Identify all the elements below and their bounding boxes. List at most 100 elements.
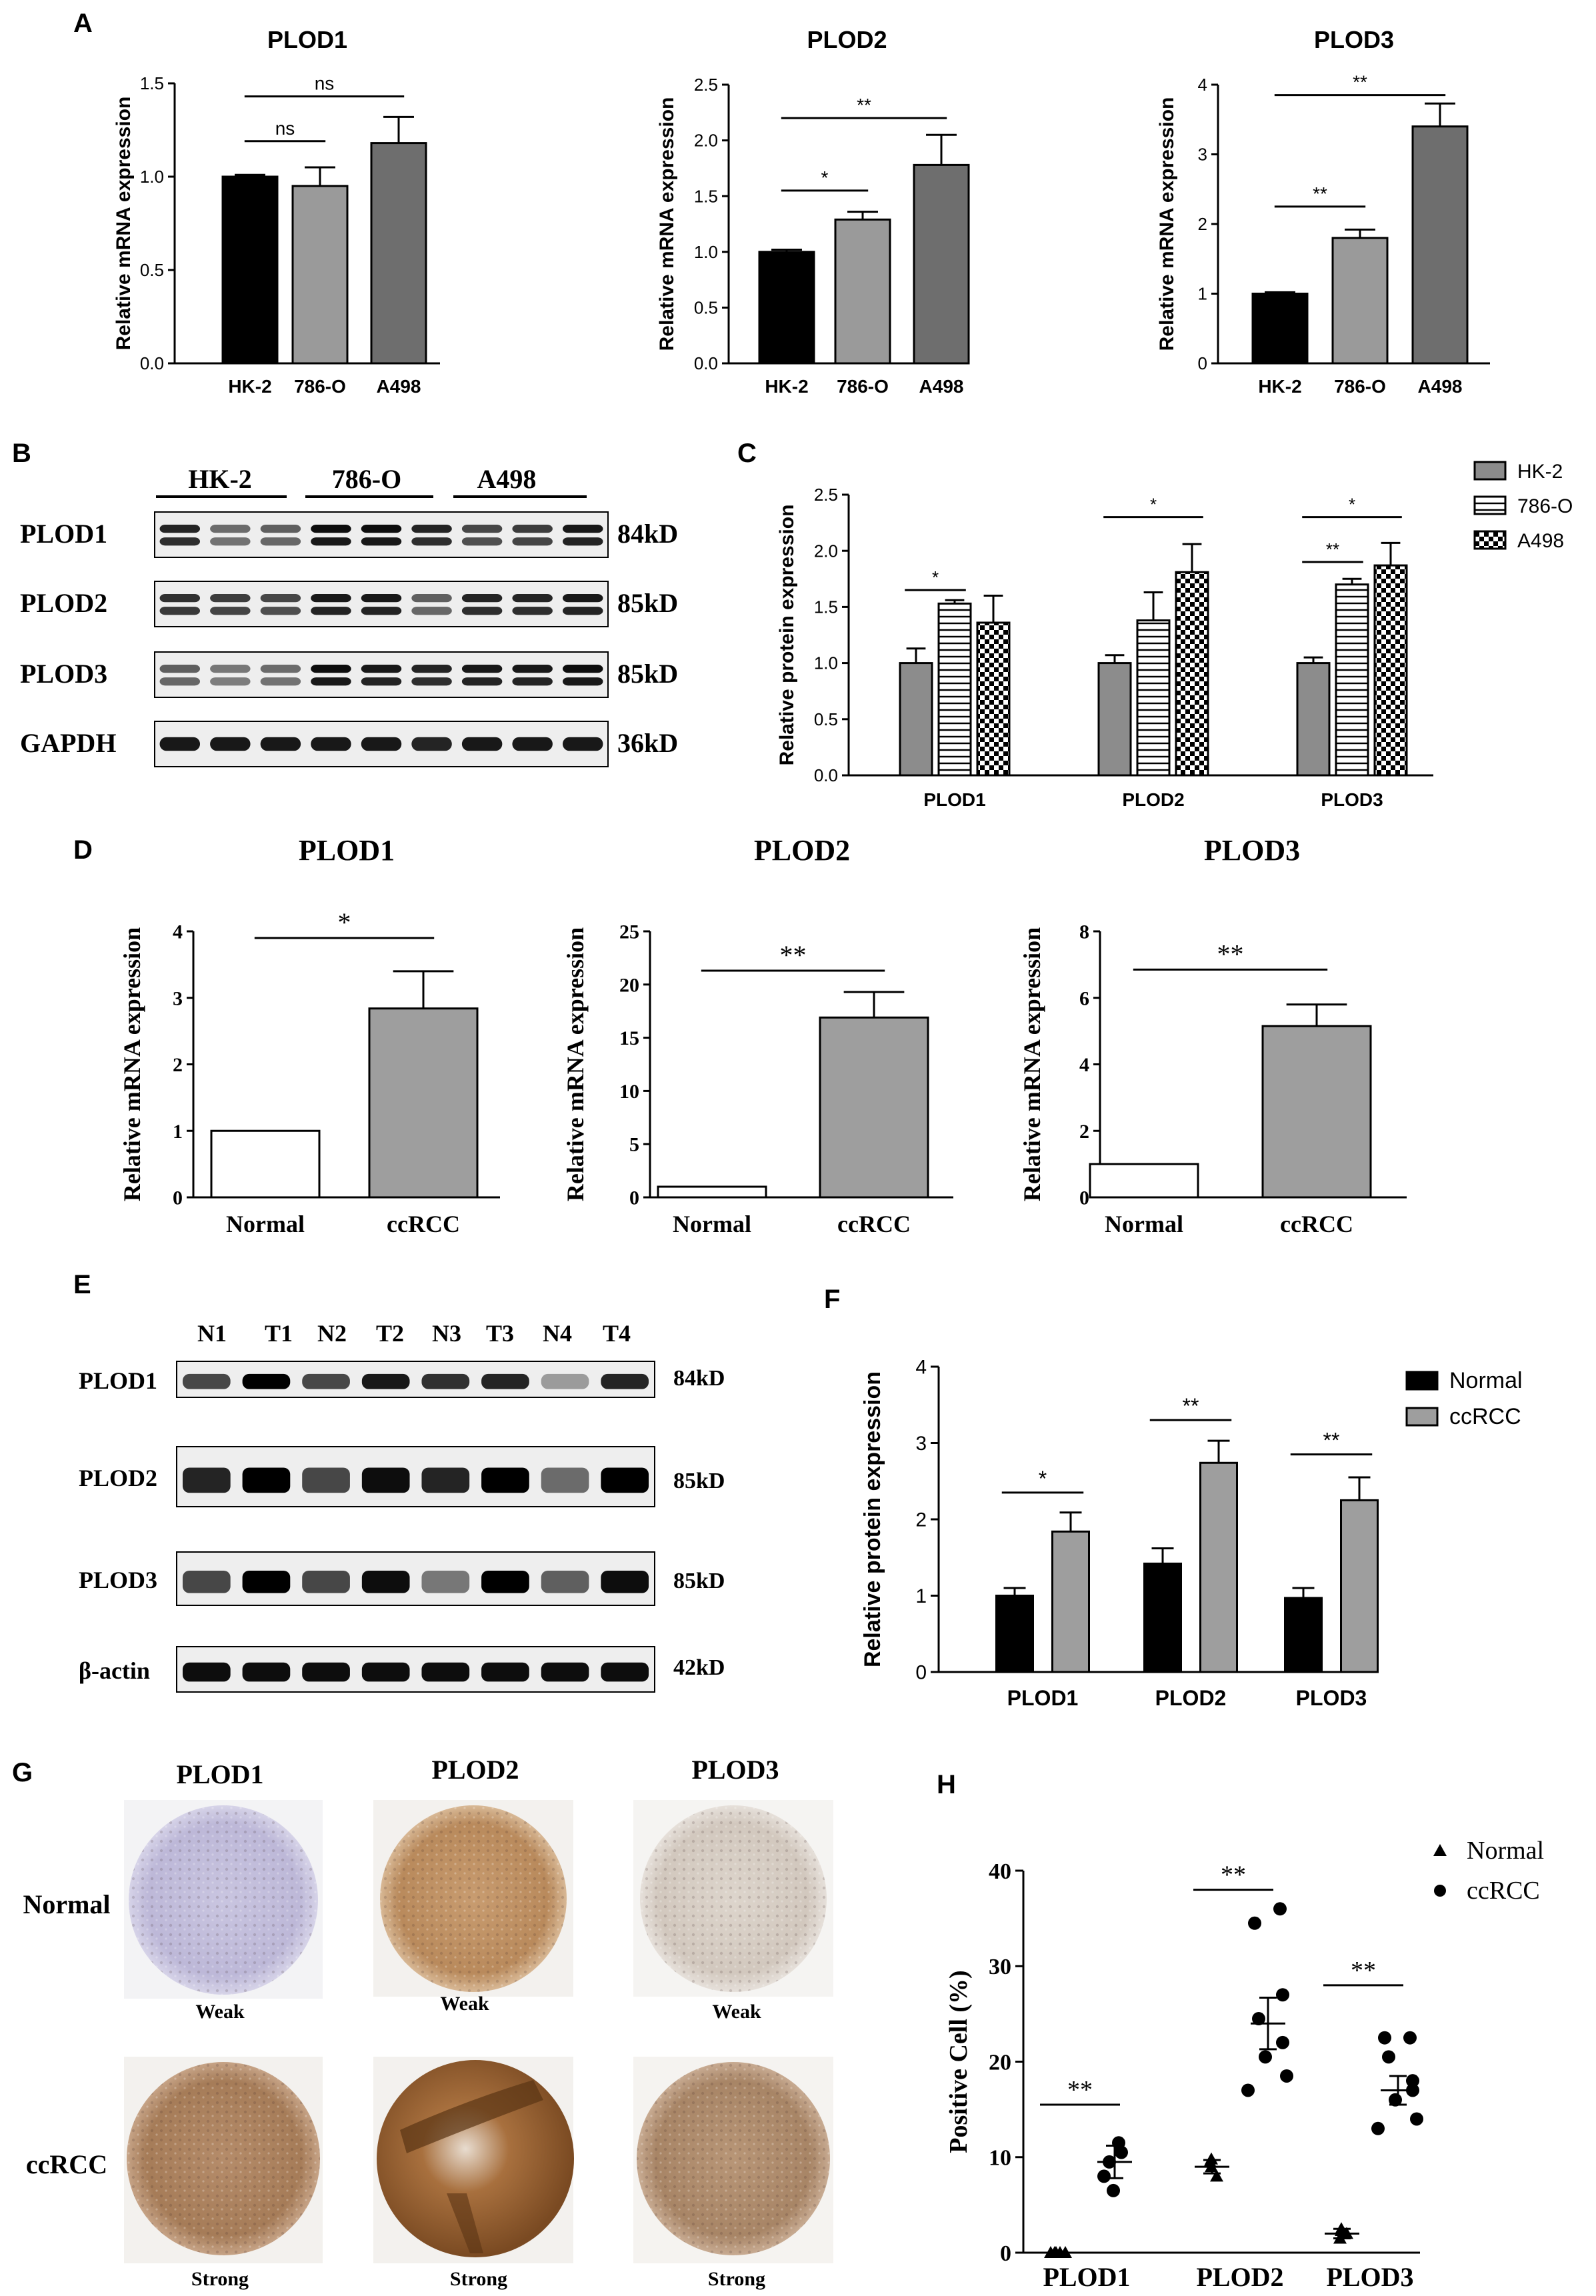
legend-marker xyxy=(1433,1844,1447,1856)
y-tick-label: 2 xyxy=(915,1509,927,1531)
significance-label: ** xyxy=(1221,1861,1246,1889)
ihc-caption-normal-plod2: Weak xyxy=(440,1993,489,2015)
blot-band xyxy=(361,1467,410,1493)
blot-band xyxy=(361,525,402,533)
significance-label: * xyxy=(338,907,351,937)
x-tick-label: HK-2 xyxy=(1258,376,1301,397)
legend-label: ccRCC xyxy=(1467,1877,1540,1905)
y-tick-label: 1 xyxy=(915,1585,927,1607)
blot-band xyxy=(302,1373,350,1389)
y-tick-label: 2 xyxy=(173,1054,183,1076)
bar xyxy=(995,1595,1034,1673)
ihc-caption-ccrcc-plod1: Strong xyxy=(191,2268,249,2290)
panel-letter-d: D xyxy=(73,835,93,865)
data-point xyxy=(1210,2169,1223,2182)
y-tick-label: 1.0 xyxy=(694,242,718,262)
y-axis-label: Relative mRNA expression xyxy=(119,927,145,1201)
chart-d1: 0 1 2 3 4 Relative mRNA expression PLOD1 Normal… xyxy=(119,834,500,1237)
blot-band xyxy=(159,737,200,751)
x-tick-label: PLOD2 xyxy=(1196,2262,1283,2292)
blot-e-lane-label: T3 xyxy=(486,1320,514,1347)
legend-label: A498 xyxy=(1517,530,1564,552)
bar xyxy=(976,621,1011,777)
blot-band xyxy=(210,737,251,751)
blot-band xyxy=(182,1373,231,1389)
ihc-row-ccrcc: ccRCC xyxy=(26,2149,107,2179)
blot-band xyxy=(361,665,402,673)
blot-band xyxy=(601,1467,649,1493)
blot-band xyxy=(311,525,351,533)
blot-band xyxy=(260,594,301,603)
bar xyxy=(1296,662,1331,777)
y-tick-label: 0.0 xyxy=(814,765,838,785)
bar xyxy=(1143,1562,1182,1673)
data-point xyxy=(1410,2112,1423,2126)
blot-band xyxy=(541,1373,589,1389)
blot-band xyxy=(601,1662,649,1682)
blot-band xyxy=(563,665,603,673)
blot-band xyxy=(182,1571,231,1593)
panel-letter-f: F xyxy=(824,1285,840,1314)
x-tick-label: Normal xyxy=(1105,1211,1183,1237)
blot-band xyxy=(563,677,603,686)
blot-band xyxy=(461,737,503,751)
bar xyxy=(1284,1597,1323,1673)
blot-band xyxy=(512,665,553,673)
x-tick-label: PLOD1 xyxy=(1007,1686,1079,1710)
significance-label: ** xyxy=(857,95,871,115)
x-tick-label: PLOD1 xyxy=(923,789,985,810)
legend-swatch xyxy=(1473,495,1507,515)
bar xyxy=(1411,125,1469,365)
y-tick-label: 1.0 xyxy=(140,167,164,187)
blot-band xyxy=(541,1467,589,1493)
y-axis-label: Positive Cell (%) xyxy=(945,1970,973,2153)
blot-band xyxy=(563,537,603,546)
blot-band xyxy=(601,1373,649,1389)
bar xyxy=(1331,237,1389,365)
y-tick-label: 0.5 xyxy=(694,298,718,318)
x-tick-label: HK-2 xyxy=(228,376,271,397)
y-tick-label: 0.0 xyxy=(140,353,164,373)
significance-label: ** xyxy=(780,940,807,970)
x-tick-label: Normal xyxy=(673,1211,751,1237)
x-tick-label: A498 xyxy=(377,376,421,397)
legend-label: 786-O xyxy=(1517,495,1573,517)
y-tick-label: 2.5 xyxy=(814,485,838,505)
significance-label: ** xyxy=(1326,539,1339,559)
bar xyxy=(210,1129,321,1199)
blot-e-lane-label: N4 xyxy=(543,1320,572,1347)
blot-band xyxy=(242,1571,291,1593)
blot-band xyxy=(512,525,553,533)
bar xyxy=(1175,571,1209,777)
blot-band xyxy=(481,1373,529,1389)
blot-band xyxy=(260,677,301,686)
blot-band xyxy=(311,594,351,603)
blot-band xyxy=(210,537,251,546)
blot-band xyxy=(411,594,452,603)
blot-band xyxy=(210,525,251,533)
blot-band xyxy=(563,525,603,533)
bar xyxy=(1136,619,1171,777)
legend: Normal ccRCC xyxy=(1405,1368,1523,1429)
blot-band xyxy=(159,525,200,533)
blot-b-row-label: GAPDH xyxy=(20,728,116,758)
blot-band xyxy=(563,607,603,615)
blot-band xyxy=(461,537,503,546)
blot-band xyxy=(512,537,553,546)
blot-e-lane-label: N1 xyxy=(197,1320,227,1347)
bar xyxy=(834,218,891,365)
bar xyxy=(1340,1499,1379,1673)
blot-band xyxy=(541,1662,589,1682)
y-tick-label: 0 xyxy=(1079,1187,1089,1209)
y-tick-label: 0.5 xyxy=(140,260,164,280)
blot-band xyxy=(411,737,452,751)
y-tick-label: 2 xyxy=(1198,214,1207,234)
y-tick-label: 3 xyxy=(1198,145,1207,165)
blot-band xyxy=(411,607,452,615)
x-tick-label: A498 xyxy=(919,376,964,397)
panel-letter-g: G xyxy=(12,1758,33,1787)
y-tick-label: 4 xyxy=(1079,1054,1089,1076)
chart-d2: 0 5 10 15 20 25 Relative mRNA expression PLOD2 N… xyxy=(562,834,953,1237)
blot-band xyxy=(421,1571,470,1593)
blot-band xyxy=(210,594,251,603)
